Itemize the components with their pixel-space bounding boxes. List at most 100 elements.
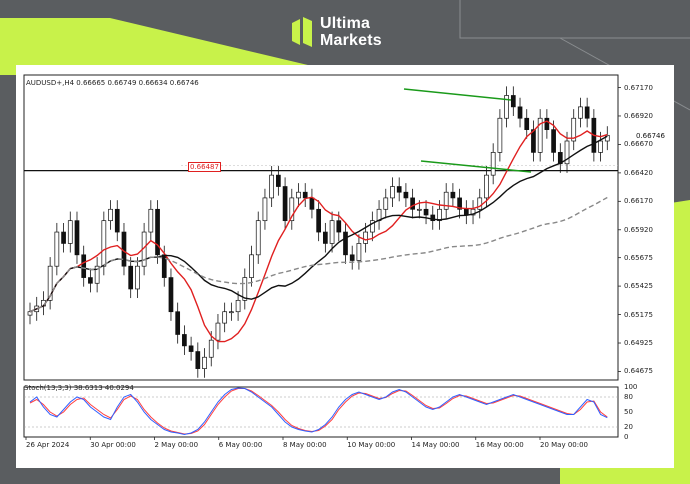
chart-header: AUDUSD+,H4 0.66665 0.66749 0.66634 0.667… bbox=[26, 79, 199, 87]
time-tick-label: 20 May 00:00 bbox=[540, 441, 589, 449]
candle-body bbox=[477, 197, 483, 210]
candle-body bbox=[27, 311, 33, 316]
candle-body bbox=[390, 186, 395, 199]
candle-body bbox=[61, 231, 66, 244]
chart-panel: AUDUSD+,H4 0.66665 0.66749 0.66634 0.667… bbox=[16, 65, 674, 468]
brand-name-line1: Ultima bbox=[320, 15, 371, 32]
candle-body bbox=[155, 208, 160, 256]
candle-body bbox=[544, 117, 550, 130]
price-tick-label: 0.66170 bbox=[624, 197, 653, 206]
candle-body bbox=[497, 117, 503, 153]
price-tick-label: 0.66670 bbox=[624, 140, 653, 149]
price-tick-label: 0.64675 bbox=[624, 367, 653, 376]
candle-body bbox=[430, 214, 436, 222]
candle-body bbox=[296, 191, 301, 199]
candle-body bbox=[437, 208, 442, 222]
candle-body bbox=[564, 140, 570, 165]
candle-body bbox=[517, 106, 523, 119]
candle-body bbox=[135, 265, 140, 290]
candle-body bbox=[323, 231, 328, 244]
candle-body bbox=[81, 254, 87, 278]
candle-body bbox=[356, 243, 362, 261]
time-tick-label: 8 May 00:00 bbox=[283, 441, 327, 449]
candle-body bbox=[416, 208, 422, 211]
candle-body bbox=[249, 254, 254, 278]
candle-body bbox=[195, 351, 201, 369]
candle-body bbox=[510, 95, 516, 108]
candle-body bbox=[309, 197, 315, 210]
price-tick-label: 0.67170 bbox=[624, 83, 653, 92]
price-tick-label: 0.65425 bbox=[624, 282, 653, 291]
candle-body bbox=[269, 174, 275, 199]
candle-body bbox=[188, 345, 194, 352]
candle-body bbox=[443, 191, 449, 210]
candle-body bbox=[383, 197, 389, 210]
candle-body bbox=[202, 356, 207, 369]
time-tick-label: 10 May 00:00 bbox=[347, 441, 396, 449]
candle-body bbox=[396, 186, 402, 193]
channel-lower-line bbox=[420, 160, 532, 173]
marker-label: 0.66487 bbox=[188, 162, 221, 172]
time-tick-label: 14 May 00:00 bbox=[411, 441, 460, 449]
candle-body bbox=[175, 311, 181, 335]
ultima-logo-icon bbox=[292, 15, 314, 49]
candle-body bbox=[74, 220, 80, 256]
price-tick-label: 0.64925 bbox=[624, 339, 653, 347]
candle-body bbox=[229, 311, 234, 314]
candle-body bbox=[255, 220, 261, 256]
stoch-tick-label: 50 bbox=[624, 408, 633, 416]
brand-logo: Ultima Markets bbox=[292, 14, 382, 50]
price-chart[interactable] bbox=[16, 65, 674, 468]
candle-body bbox=[316, 208, 321, 233]
candle-body bbox=[242, 277, 248, 301]
ma-fast-line bbox=[29, 120, 608, 343]
candle-body bbox=[148, 208, 154, 233]
candle-body bbox=[551, 129, 556, 153]
price-tick-label: 0.65675 bbox=[624, 253, 653, 262]
candle-body bbox=[343, 231, 348, 256]
candle-body bbox=[329, 220, 335, 244]
current-price-tag: 0.66746 bbox=[636, 132, 665, 140]
candle-body bbox=[282, 186, 288, 222]
time-tick-label: 2 May 00:00 bbox=[154, 441, 199, 449]
candle-body bbox=[423, 208, 429, 216]
candle-body bbox=[369, 220, 375, 233]
candle-body bbox=[168, 277, 174, 313]
time-tick-label: 26 Apr 2024 bbox=[26, 441, 70, 449]
price-tick-label: 0.65920 bbox=[624, 225, 653, 234]
candle-body bbox=[47, 265, 53, 301]
candle-body bbox=[108, 208, 113, 222]
stoch-plot-frame bbox=[23, 386, 619, 438]
candle-body bbox=[571, 117, 577, 142]
candle-body bbox=[537, 117, 543, 153]
candle-body bbox=[584, 106, 590, 119]
candle-body bbox=[121, 231, 127, 267]
candle-body bbox=[289, 197, 295, 222]
candle-body bbox=[363, 231, 368, 244]
candle-body bbox=[114, 208, 120, 233]
price-plot-frame bbox=[23, 74, 619, 381]
candle-body bbox=[128, 265, 134, 290]
candle-body bbox=[403, 191, 409, 199]
candle-body bbox=[504, 95, 509, 119]
candle-body bbox=[484, 174, 489, 199]
stoch-label: Stoch(13,3,3) 38.6313 40.0294 bbox=[24, 384, 134, 392]
candle-body bbox=[262, 197, 268, 222]
candle-body bbox=[490, 152, 496, 176]
time-tick-label: 6 May 00:00 bbox=[218, 441, 263, 449]
brand-name-line2: Markets bbox=[320, 32, 382, 49]
candle-body bbox=[598, 140, 603, 153]
ma-long-line bbox=[29, 196, 608, 313]
candle-body bbox=[101, 220, 107, 267]
accent-shape-left bbox=[0, 18, 350, 75]
candle-body bbox=[215, 322, 221, 341]
price-tick-label: 0.66920 bbox=[624, 111, 653, 120]
candle-body bbox=[235, 299, 241, 313]
candle-body bbox=[524, 117, 530, 130]
candle-body bbox=[531, 129, 536, 153]
candle-body bbox=[222, 311, 228, 324]
candle-body bbox=[457, 197, 462, 210]
candle-body bbox=[578, 106, 583, 119]
candle-body bbox=[54, 231, 60, 267]
candle-body bbox=[67, 220, 73, 244]
